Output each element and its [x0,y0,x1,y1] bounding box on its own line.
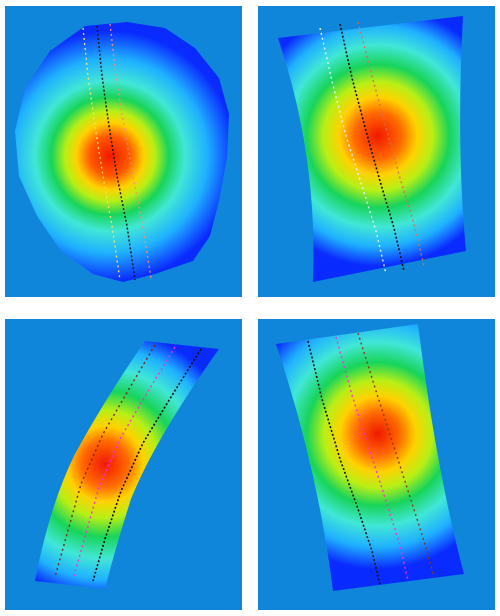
strip-plot-2 [258,6,495,297]
curve-black [307,340,381,586]
curve-black [339,23,405,272]
strip-plot-3 [5,319,242,610]
disc-plot [5,6,242,297]
curve-brown [357,332,435,578]
curve-black [92,348,202,582]
panel-strip-bottom-right [258,319,495,610]
panel-strip-bottom-left [5,319,242,610]
strip-surface [278,16,466,282]
curve-center [96,25,136,281]
strip-plot-4 [258,319,495,610]
curve-brown [357,21,425,267]
curve-left [82,27,121,281]
panel-disc [5,6,242,297]
curve-right [109,23,152,279]
curve-brown [54,344,156,578]
curve-white [319,27,387,275]
panel-strip-top-right [258,6,495,297]
curve-magenta [335,336,409,582]
strip-surface [276,324,464,591]
strip-surface [35,341,219,589]
disc-surface [15,22,229,282]
